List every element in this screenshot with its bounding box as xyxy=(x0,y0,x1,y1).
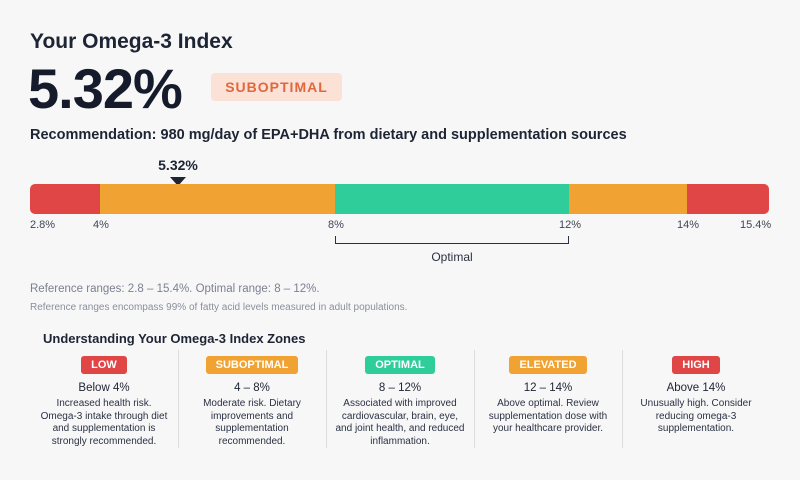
range-segment-high xyxy=(687,184,769,214)
tick-label: 8% xyxy=(328,219,344,231)
zone-card-optimal: OPTIMAL 8 – 12% Associated with improved… xyxy=(326,350,474,450)
reference-ranges-text: Reference ranges: 2.8 – 15.4%. Optimal r… xyxy=(30,283,320,295)
zone-card-high: HIGH Above 14% Unusually high. Consider … xyxy=(622,350,770,450)
zone-card-suboptimal: SUBOPTIMAL 4 – 8% Moderate risk. Dietary… xyxy=(178,350,326,450)
recommendation-text: Recommendation: 980 mg/day of EPA+DHA fr… xyxy=(30,127,627,143)
zone-description: Moderate risk. Dietary improvements and … xyxy=(203,398,301,447)
tick-label: 2.8% xyxy=(30,219,56,231)
zone-badge-high: HIGH xyxy=(672,356,720,374)
zone-range: 8 – 12% xyxy=(378,382,422,394)
marker-arrow-icon xyxy=(170,177,186,186)
tick-label: 12% xyxy=(559,219,582,231)
zone-description: Above optimal. Review supplementation do… xyxy=(488,398,608,434)
page-title: Your Omega-3 Index xyxy=(30,30,233,53)
zone-range: Above 14% xyxy=(666,382,726,394)
zone-card-low: LOW Below 4% Increased health risk. Omeg… xyxy=(30,350,178,450)
zone-range: 12 – 14% xyxy=(523,382,573,394)
zone-badge-elevated: ELEVATED xyxy=(509,356,587,374)
zone-badge-suboptimal: SUBOPTIMAL xyxy=(205,356,299,374)
zones-section-title: Understanding Your Omega-3 Index Zones xyxy=(43,331,306,346)
range-segment-suboptimal xyxy=(100,184,335,214)
zone-description: Increased health risk. Omega-3 intake th… xyxy=(40,398,168,447)
zone-description: Unusually high. Consider reducing omega-… xyxy=(640,398,752,434)
reference-note-text: Reference ranges encompass 99% of fatty … xyxy=(30,302,408,313)
zones-panel: LOW Below 4% Increased health risk. Omeg… xyxy=(30,350,769,450)
status-badge: SUBOPTIMAL xyxy=(211,73,342,101)
range-segment-optimal xyxy=(335,184,569,214)
range-segment-elevated xyxy=(569,184,687,214)
tick-label: 15.4% xyxy=(740,219,772,231)
zone-badge-low: LOW xyxy=(81,356,127,374)
index-value: 5.32% xyxy=(28,57,183,120)
marker-value-label: 5.32% xyxy=(158,157,198,173)
index-range-bar xyxy=(30,184,769,214)
zone-description: Associated with improved cardiovascular,… xyxy=(335,398,465,447)
zone-card-elevated: ELEVATED 12 – 14% Above optimal. Review … xyxy=(474,350,622,450)
optimal-range-label: Optimal xyxy=(431,250,473,264)
tick-label: 14% xyxy=(677,219,700,231)
zone-range: Below 4% xyxy=(78,382,130,394)
zone-badge-optimal: OPTIMAL xyxy=(365,356,435,374)
tick-label: 4% xyxy=(93,219,109,231)
range-segment-low xyxy=(30,184,100,214)
optimal-range-bracket xyxy=(335,236,569,244)
zone-range: 4 – 8% xyxy=(234,382,270,394)
